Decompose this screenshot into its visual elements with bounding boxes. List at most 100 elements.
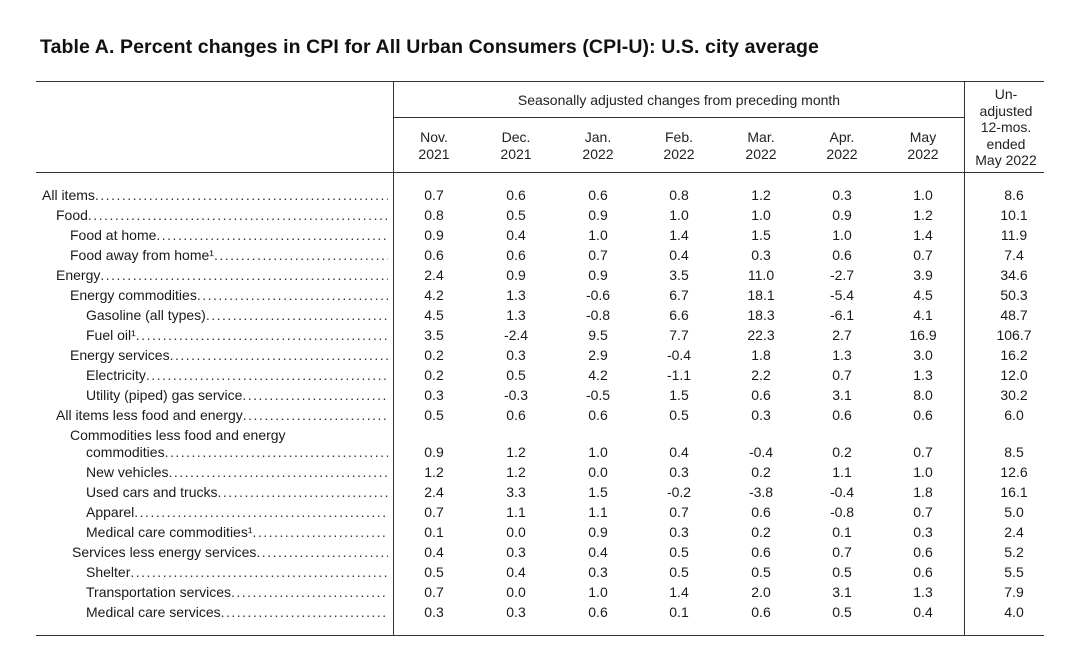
value-cell: 0.6 <box>751 544 771 560</box>
year-label: 2022 <box>663 146 695 162</box>
row-label-text: Medical care commodities¹ <box>86 524 253 540</box>
row-label-text: Electricity <box>86 367 146 383</box>
table-row: commodities 0.9 1.2 1.0 0.4 -0.4 0.2 0.7 8.5 <box>0 442 1082 462</box>
unadjusted-value-cell: 2.4 <box>1004 524 1024 540</box>
value-cell: 1.2 <box>506 444 526 460</box>
value-cell: 0.3 <box>506 544 526 560</box>
value-cell: 0.3 <box>669 464 689 480</box>
leader-dots <box>134 502 388 522</box>
unadjusted-value-cell: 5.5 <box>1004 564 1024 580</box>
unadjusted-line: Un- <box>994 86 1018 102</box>
value-cell: 0.2 <box>751 524 771 540</box>
value-cell: 1.2 <box>506 464 526 480</box>
row-label-text: Shelter <box>86 564 131 580</box>
row-label-text: New vehicles <box>86 464 169 480</box>
table-row: New vehicles 1.2 1.2 0.0 0.3 0.2 1.1 1.0 12.6 <box>0 462 1082 482</box>
table-row: Electricity 0.2 0.5 4.2 -1.1 2.2 0.7 1.3 12.0 <box>0 365 1082 385</box>
value-cell: 0.8 <box>669 187 689 203</box>
table-title: Table A. Percent changes in CPI for All … <box>40 36 819 58</box>
value-cell: 0.5 <box>506 367 526 383</box>
row-label: Food <box>56 205 388 225</box>
table-row: Shelter 0.5 0.4 0.3 0.5 0.5 0.5 0.6 5.5 <box>0 562 1082 582</box>
value-cell: 0.7 <box>424 504 444 520</box>
unadjusted-value-cell: 6.0 <box>1004 407 1024 423</box>
value-cell: 4.5 <box>424 307 444 323</box>
value-cell: 1.0 <box>913 187 933 203</box>
group-header: Seasonally adjusted changes from precedi… <box>517 92 841 108</box>
month-header: Jan. 2022 <box>568 129 628 163</box>
unadjusted-header: Un- adjusted 12-mos. ended May 2022 <box>966 86 1046 169</box>
unadjusted-value-cell: 50.3 <box>1000 287 1028 303</box>
value-cell: 2.4 <box>424 484 444 500</box>
value-cell: 0.6 <box>588 407 608 423</box>
value-cell: 8.0 <box>913 387 933 403</box>
unadjusted-value-cell: 7.4 <box>1004 247 1024 263</box>
leader-dots <box>214 245 388 265</box>
table-row: Fuel oil¹ 3.5 -2.4 9.5 7.7 22.3 2.7 16.9 106.7 <box>0 325 1082 345</box>
row-label: All items less food and energy <box>56 405 388 425</box>
value-cell: 0.3 <box>506 604 526 620</box>
unadjusted-value-cell: 16.1 <box>1000 484 1028 500</box>
value-cell: 0.3 <box>506 347 526 363</box>
value-cell: 0.6 <box>424 247 444 263</box>
row-label-text: Apparel <box>86 504 135 520</box>
month-label: Dec. <box>501 129 531 145</box>
unadjusted-value-cell: 12.6 <box>1000 464 1028 480</box>
value-cell: 0.0 <box>588 464 608 480</box>
value-cell: 1.1 <box>832 464 852 480</box>
leader-dots <box>130 562 388 582</box>
value-cell: 0.2 <box>424 347 444 363</box>
row-label: Apparel <box>86 502 388 522</box>
row-label: Services less energy services <box>72 542 388 562</box>
value-cell: 1.8 <box>751 347 771 363</box>
value-cell: 1.2 <box>424 464 444 480</box>
value-cell: 0.7 <box>913 504 933 520</box>
value-cell: 1.3 <box>913 367 933 383</box>
value-cell: 1.4 <box>913 227 933 243</box>
value-cell: 1.1 <box>506 504 526 520</box>
value-cell: 0.5 <box>832 604 852 620</box>
table-row: Medical care services 0.3 0.3 0.6 0.1 0.6 0.5 0… <box>0 602 1082 622</box>
value-cell: 1.3 <box>913 584 933 600</box>
unadjusted-line: adjusted <box>979 102 1033 119</box>
value-cell: 0.6 <box>832 407 852 423</box>
row-label-text: Used cars and trucks <box>86 484 218 500</box>
unadjusted-value-cell: 11.9 <box>1000 227 1028 243</box>
value-cell: 4.2 <box>588 367 608 383</box>
value-cell: 0.3 <box>751 247 771 263</box>
unadjusted-value-cell: 8.5 <box>1004 444 1024 460</box>
row-label: New vehicles <box>86 462 388 482</box>
value-cell: -0.6 <box>585 287 611 303</box>
table-row: All items less food and energy 0.5 0.6 0.6 0… <box>0 405 1082 425</box>
leader-dots <box>253 522 389 542</box>
month-header: Apr. 2022 <box>812 129 872 163</box>
value-cell: 0.4 <box>424 544 444 560</box>
row-label: Medical care services <box>86 602 388 622</box>
value-cell: 0.6 <box>913 564 933 580</box>
month-header: Dec. 2021 <box>486 129 546 163</box>
value-cell: 0.5 <box>832 564 852 580</box>
value-cell: 3.5 <box>669 267 689 283</box>
value-cell: 6.6 <box>669 307 689 323</box>
row-label-text: Food away from home¹ <box>70 247 214 263</box>
value-cell: 11.0 <box>747 267 775 283</box>
value-cell: -1.1 <box>666 367 692 383</box>
value-cell: 0.5 <box>751 564 771 580</box>
value-cell: 1.1 <box>588 504 608 520</box>
value-cell: 1.3 <box>832 347 852 363</box>
table-row: Transportation services 0.7 0.0 1.0 1.4 2.0 3.… <box>0 582 1082 602</box>
leader-dots <box>231 582 388 602</box>
value-cell: 0.3 <box>424 604 444 620</box>
value-cell: 1.0 <box>588 584 608 600</box>
value-cell: 0.6 <box>832 247 852 263</box>
unadjusted-value-cell: 106.7 <box>996 327 1032 343</box>
row-label-text: All items <box>42 187 95 203</box>
value-cell: 0.9 <box>424 444 444 460</box>
value-cell: 0.9 <box>832 207 852 223</box>
row-label-text: All items less food and energy <box>56 407 243 423</box>
value-cell: 3.1 <box>832 387 852 403</box>
row-label: Fuel oil¹ <box>86 325 388 345</box>
leader-dots <box>242 385 388 405</box>
row-label: Food at home <box>70 225 388 245</box>
row-label-text: Utility (piped) gas service <box>86 387 243 403</box>
